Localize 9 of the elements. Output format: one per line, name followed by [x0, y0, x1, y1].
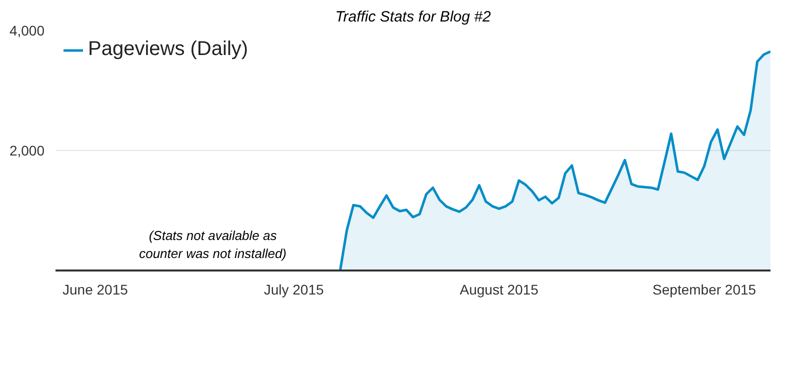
legend-label: Pageviews (Daily): [88, 38, 248, 61]
y-tick-label: 4,000: [9, 22, 45, 38]
x-tick-label: September 2015: [652, 282, 756, 298]
annotation: (Stats not available as counter was not installed): [139, 228, 287, 261]
x-tick-label: June 2015: [62, 282, 128, 298]
x-tick-label: July 2015: [264, 282, 324, 298]
y-tick-label: 2,000: [9, 142, 45, 158]
chart-title: Traffic Stats for Blog #2: [335, 8, 492, 26]
x-tick-label: August 2015: [460, 282, 539, 298]
